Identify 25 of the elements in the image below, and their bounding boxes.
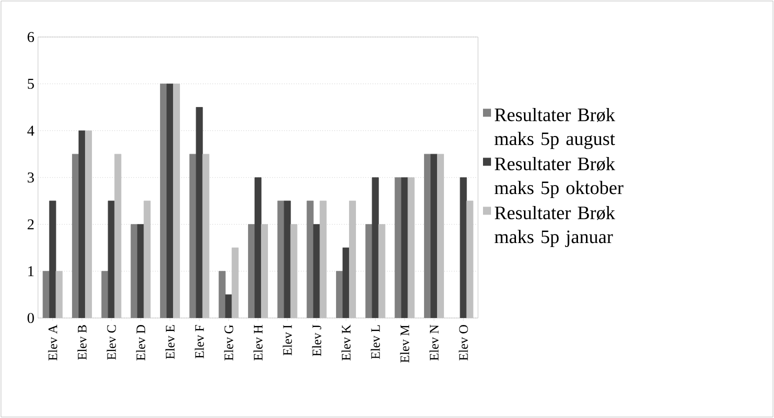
x-tick-label: Elev L [370, 325, 380, 360]
x-tick-label: Elev C [106, 325, 116, 360]
x-tick-label: Elev A [48, 324, 58, 360]
x-tick-label: Elev J [312, 324, 322, 356]
x-tick-label: Elev I [282, 324, 292, 356]
y-tick-label: 0 [28, 312, 34, 324]
x-tick-label: Elev M [400, 324, 410, 363]
legend-label: Resultater Brøk maks 5p oktober [494, 156, 624, 198]
legend-label: Resultater Brøk maks 5p januar [494, 206, 616, 248]
legend-label: Resultater Brøk maks 5p august [494, 108, 616, 150]
x-tick-label: Elev G [224, 324, 234, 360]
x-tick-label: Elev F [194, 324, 204, 358]
x-tick-label: Elev N [429, 324, 439, 360]
y-tick-label: 4 [27, 126, 34, 136]
y-tick-label: 5 [28, 78, 34, 89]
x-tick-label: Elev O [458, 325, 468, 360]
y-tick-label: 3 [28, 172, 34, 183]
y-tick-label: 1 [28, 266, 34, 276]
y-tick-label: 6 [28, 32, 34, 42]
x-tick-label: Elev H [253, 324, 263, 360]
x-tick-label: Elev D [136, 325, 146, 360]
x-tick-label: Elev K [341, 324, 351, 360]
x-tick-label: Elev B [77, 325, 87, 360]
x-tick-label: Elev E [165, 325, 175, 360]
y-tick-label: 2 [28, 219, 34, 230]
